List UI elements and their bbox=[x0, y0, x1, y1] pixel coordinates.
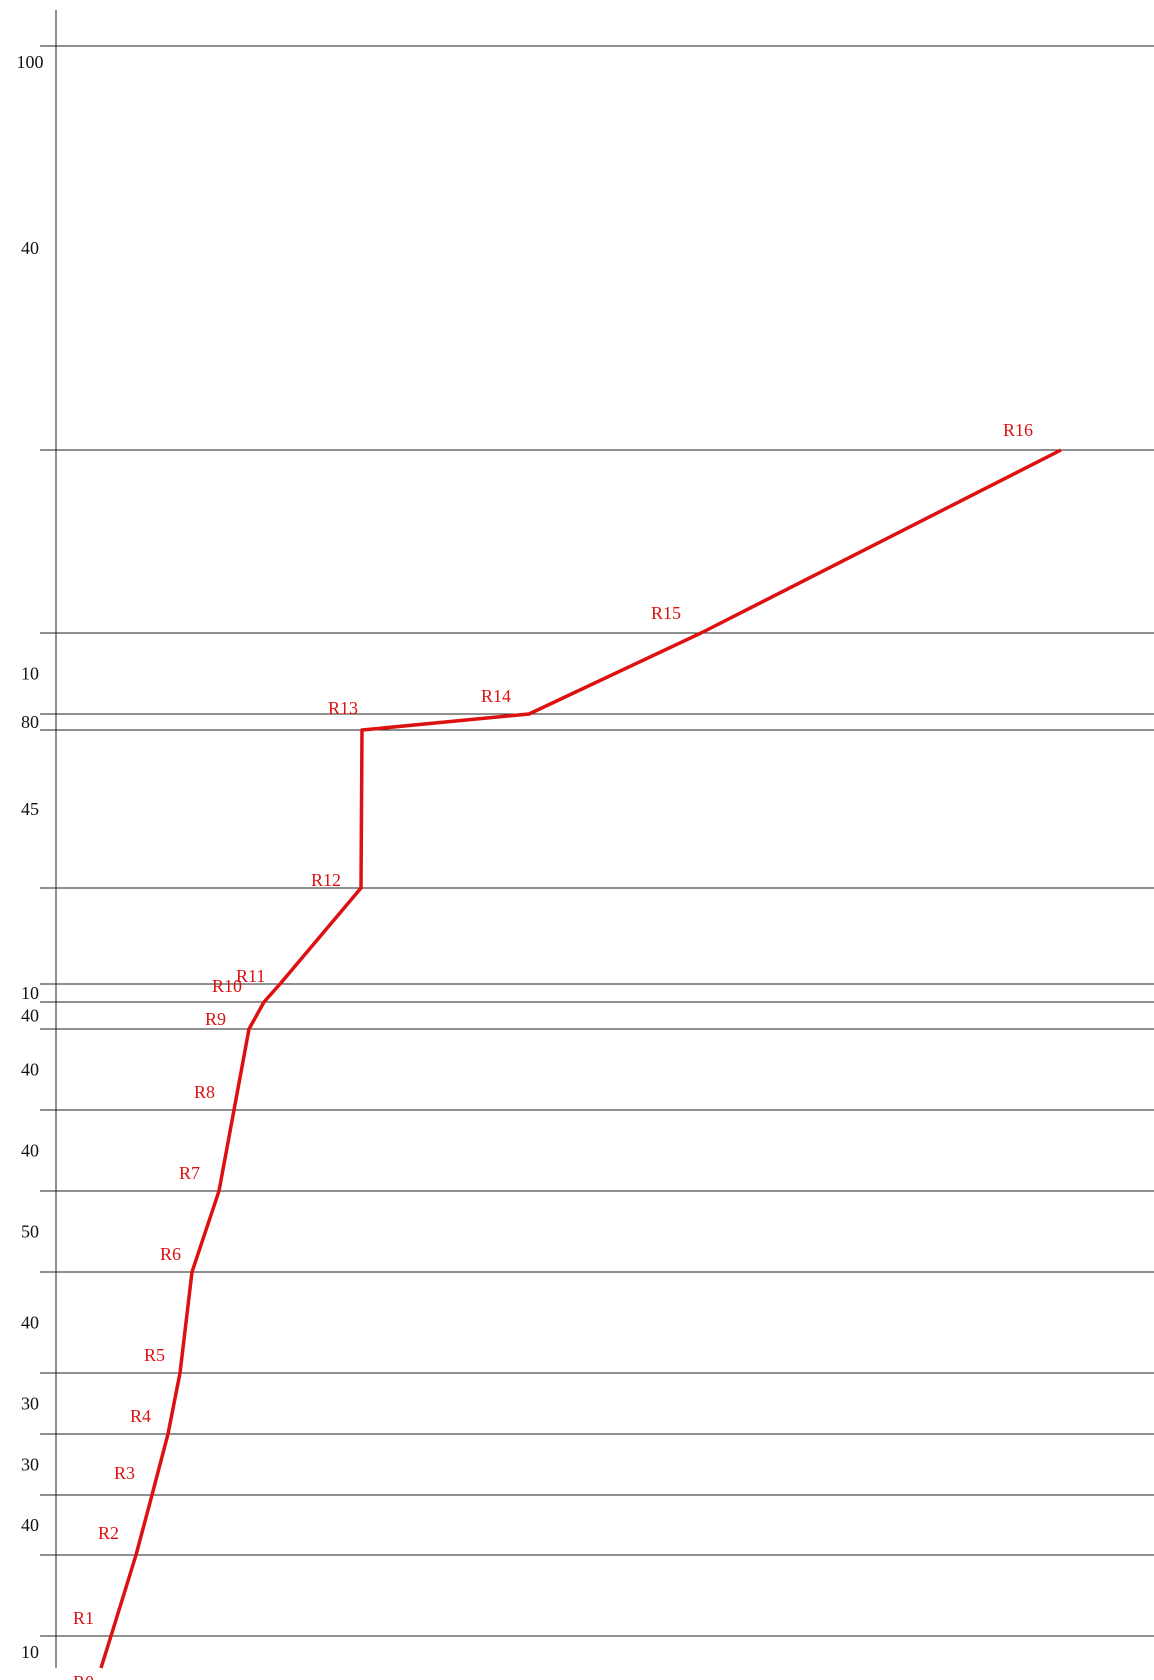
point-label-r1: R1 bbox=[73, 1608, 94, 1628]
boundary-lines bbox=[40, 45, 1154, 1637]
point-label-r7: R7 bbox=[179, 1163, 200, 1183]
segment-label: 40 bbox=[21, 1006, 39, 1026]
segment-label: 10 bbox=[21, 983, 39, 1003]
segment-label: 80 bbox=[21, 712, 39, 732]
segment-label: 40 bbox=[21, 1313, 39, 1333]
point-label-r14: R14 bbox=[481, 686, 511, 706]
point-label-r2: R2 bbox=[98, 1523, 119, 1543]
segment-label: 40 bbox=[21, 1060, 39, 1080]
point-label-r4: R4 bbox=[130, 1406, 151, 1426]
segment-labels: 10 40 30 30 40 50 40 40 40 10 45 80 10 40 100 200 bbox=[17, 0, 44, 1662]
point-label-r11: R11 bbox=[236, 966, 265, 986]
segment-label: 40 bbox=[21, 238, 39, 258]
segment-label: 40 bbox=[21, 1515, 39, 1535]
point-label-r15: R15 bbox=[651, 603, 681, 623]
segment-label: 50 bbox=[21, 1222, 39, 1242]
segment-label: 10 bbox=[21, 1642, 39, 1662]
segment-label: 30 bbox=[21, 1394, 39, 1414]
segment-label: 200 bbox=[17, 0, 44, 4]
segment-label: 30 bbox=[21, 1455, 39, 1475]
point-label-r12: R12 bbox=[311, 870, 341, 890]
point-label-r8: R8 bbox=[194, 1082, 215, 1102]
point-label-r9: R9 bbox=[205, 1009, 226, 1029]
point-label-r3: R3 bbox=[114, 1463, 135, 1483]
segment-label: 10 bbox=[21, 664, 39, 684]
segment-label: 40 bbox=[21, 1141, 39, 1161]
point-label-r16: R16 bbox=[1003, 420, 1033, 440]
point-label-r0: R0 bbox=[73, 1672, 94, 1680]
point-label-r10: R10 bbox=[212, 976, 242, 996]
segment-label: 100 bbox=[17, 52, 44, 72]
segment-label: 45 bbox=[21, 799, 39, 819]
point-label-r6: R6 bbox=[160, 1244, 181, 1264]
route-line bbox=[99, 448, 1062, 1669]
point-label-r5: R5 bbox=[144, 1345, 165, 1365]
point-label-r13: R13 bbox=[328, 698, 358, 718]
